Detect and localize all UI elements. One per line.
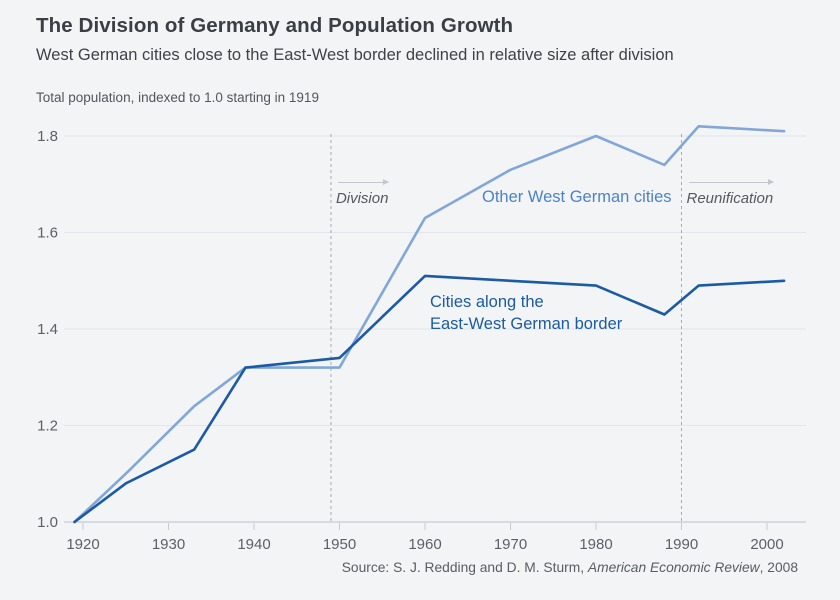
y-tick-label-1.6: 1.6 xyxy=(37,225,58,242)
x-axis-labels: 1920 1930 1940 1950 1960 1970 1980 1990 2000 xyxy=(66,536,783,553)
chart-subtitle: West German cities close to the East-Wes… xyxy=(36,46,674,64)
series-lines xyxy=(73,125,786,524)
gridlines xyxy=(64,135,806,523)
x-tick-label-1990: 1990 xyxy=(665,536,698,553)
series-line-other-cities xyxy=(73,125,786,524)
y-tick-label-1.2: 1.2 xyxy=(37,418,58,435)
chart-title: The Division of Germany and Population G… xyxy=(36,14,514,37)
x-tick-label-1960: 1960 xyxy=(408,536,441,553)
x-tick-label-1970: 1970 xyxy=(494,536,527,553)
event-lines xyxy=(330,134,682,522)
x-tick-label-1930: 1930 xyxy=(152,536,185,553)
x-tick-label-1940: 1940 xyxy=(237,536,270,553)
y-axis-labels: 1.0 1.2 1.4 1.6 1.8 xyxy=(37,128,58,531)
x-tick-label-1950: 1950 xyxy=(323,536,356,553)
y-tick-label-1.4: 1.4 xyxy=(37,321,58,338)
y-axis-unit-label: Total population, indexed to 1.0 startin… xyxy=(36,90,319,105)
series-line-border-cities xyxy=(73,274,786,524)
y-tick-label-1.0: 1.0 xyxy=(37,514,58,531)
y-tick-label-1.8: 1.8 xyxy=(37,128,58,145)
x-tick-label-2000: 2000 xyxy=(750,536,783,553)
x-axis-ticks xyxy=(82,523,768,530)
source-journal: American Economic Review xyxy=(587,560,760,575)
source-note: Source: S. J. Redding and D. M. Sturm, A… xyxy=(342,560,798,575)
x-tick-label-1920: 1920 xyxy=(66,536,99,553)
source-suffix: , 2008 xyxy=(759,560,798,575)
x-tick-label-1980: 1980 xyxy=(579,536,612,553)
source-prefix: Source: S. J. Redding and D. M. Sturm, xyxy=(341,560,588,575)
